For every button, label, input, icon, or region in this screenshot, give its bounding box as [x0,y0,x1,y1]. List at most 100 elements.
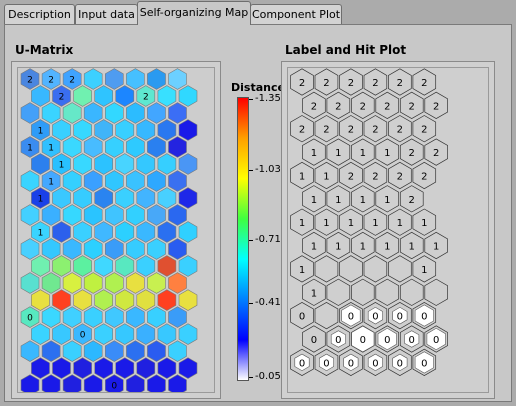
hitplot-cell [399,185,424,213]
umatrix-cell [115,323,135,345]
umatrix-cell [41,374,61,392]
hitplot-cell [375,231,400,260]
hitplot-cell [424,138,448,166]
umatrix-cell [105,136,124,158]
hitplot-hit-marker [377,327,397,351]
hitplot-cell [424,278,448,306]
hitplot-cell-label: 0 [348,312,354,323]
hitplot-cell [302,231,326,260]
umatrix-cell [136,289,156,311]
umatrix-cell-label: 2 [143,93,149,103]
tab-description[interactable]: Description [4,4,75,24]
colorbar-tick-label: -0.711 [255,234,288,245]
umatrix-cell [62,374,82,392]
umatrix-cell [136,323,156,345]
hitplot-cell-label: 2 [311,101,317,112]
hitplot-cell-label: 2 [348,78,354,89]
hitplot-cell [351,138,375,166]
umatrix-cell [178,119,198,141]
umatrix-cell [105,102,124,124]
hitplot-plot-area: 2 2 2 2 2 2 2 2 2 2 2 2 2 2 2 2 2 2 1 1 1 1 2 2 1 1 2 2 2 2 1 1 1 1 2 1 1 1 1 1… [287,67,489,393]
hitplot-cell [302,185,326,213]
umatrix-cell [31,255,50,277]
hitplot-cell-label: 0 [335,335,341,346]
umatrix-cell [136,153,156,175]
umatrix-cell [136,85,156,107]
tab-self-organizing-map[interactable]: Self-organizing Map [137,1,251,25]
hitplot-cell-label: 2 [299,78,305,89]
umatrix-cell [73,85,92,107]
umatrix-cell [168,340,187,362]
hitplot-cell-label: 2 [397,125,403,136]
hitplot-cell [339,208,363,236]
hitplot-cell [399,91,424,120]
hitplot-cell [339,115,363,143]
umatrix-cell [157,289,177,311]
hitplot-cell [399,138,424,166]
umatrix-cell [83,374,103,392]
umatrix-cell [105,374,124,392]
hitplot-graph[interactable]: 2 2 2 2 2 2 2 2 2 2 2 2 2 2 2 2 2 2 1 1 1 1 2 2 1 1 2 2 2 2 1 1 1 1 2 1 1 1 1 1… [288,68,488,392]
hitplot-cell-label: 0 [397,358,403,369]
colorbar-tick-label: -0.415 [255,297,288,308]
umatrix-cell [52,153,71,175]
hitplot-cell-label: 1 [384,148,390,159]
umatrix-cell [157,153,177,175]
hitplot-cell-label: 1 [348,218,354,229]
hitplot-cell [339,68,363,96]
umatrix-cell [157,221,177,243]
hitplot-cell-label: 1 [433,242,439,253]
hitplot-cell [351,91,375,120]
umatrix-cell [115,357,135,379]
umatrix-cell [136,357,156,379]
hitplot-cell-label: 2 [372,171,378,182]
umatrix-cell-label: 1 [59,161,65,171]
tab-input-data[interactable]: Input data [75,4,138,24]
hitplot-hit-marker [367,306,383,325]
umatrix-title: U-Matrix [15,43,74,57]
hitplot-cell [363,208,388,236]
umatrix-cell [52,323,71,345]
umatrix-cell [52,255,71,277]
umatrix-cell [157,119,177,141]
hitplot-cell [363,255,388,283]
umatrix-cell [168,238,187,260]
umatrix-cell [20,136,40,158]
umatrix-cell [126,272,145,294]
hitplot-cell [388,68,412,96]
hitplot-cell [375,185,400,213]
umatrix-cell [73,357,92,379]
hitplot-cell [290,161,314,190]
hitplot-cell [399,231,424,260]
umatrix-cell [178,255,198,277]
hitplot-cell [314,301,339,330]
umatrix-cell [83,204,103,226]
hitplot-cell [424,91,448,120]
umatrix-cell [73,289,92,311]
umatrix-cell [20,340,40,362]
tab-component-plot[interactable]: Component Plot [250,4,342,24]
hitplot-hit-marker [426,327,446,351]
umatrix-cell [73,323,92,345]
hitplot-cell-label: 2 [372,125,378,136]
umatrix-cell [157,323,177,345]
umatrix-cell-label: 2 [69,76,75,86]
umatrix-cell-label: 1 [38,195,44,205]
hitplot-cell-label: 1 [311,195,317,206]
umatrix-cell [62,340,82,362]
umatrix-cell-label: 2 [48,76,54,86]
hitplot-cell-label: 2 [323,78,329,89]
hitplot-cell-label: 0 [323,358,329,369]
umatrix-cell [73,221,92,243]
hitplot-cell [412,255,437,283]
hitplot-cell-label: 1 [409,242,415,253]
umatrix-cell [147,272,166,294]
umatrix-cell [41,136,61,158]
umatrix-cell [157,255,177,277]
umatrix-cell [83,272,103,294]
hitplot-hit-marker [392,353,408,372]
umatrix-cell [105,204,124,226]
hitplot-cell-label: 1 [323,218,329,229]
